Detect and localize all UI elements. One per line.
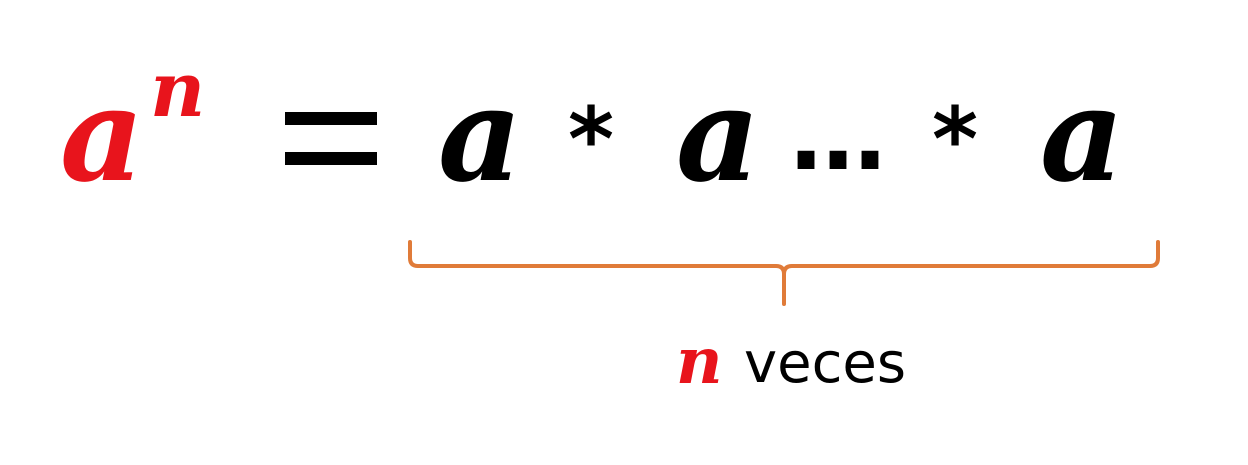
ellipsis: … — [790, 80, 886, 192]
term-a-3: a — [1040, 58, 1125, 211]
multiply-operator-2: * — [932, 88, 979, 191]
equals-sign: = — [285, 112, 377, 172]
multiply-operator-1: * — [568, 88, 615, 191]
base-variable: a — [60, 58, 145, 211]
exponent-variable: n — [150, 45, 206, 134]
term-a-2: a — [676, 58, 761, 211]
annotation-label: veces — [744, 331, 907, 396]
annotation-variable: n — [676, 324, 723, 399]
term-a-1: a — [438, 58, 523, 211]
